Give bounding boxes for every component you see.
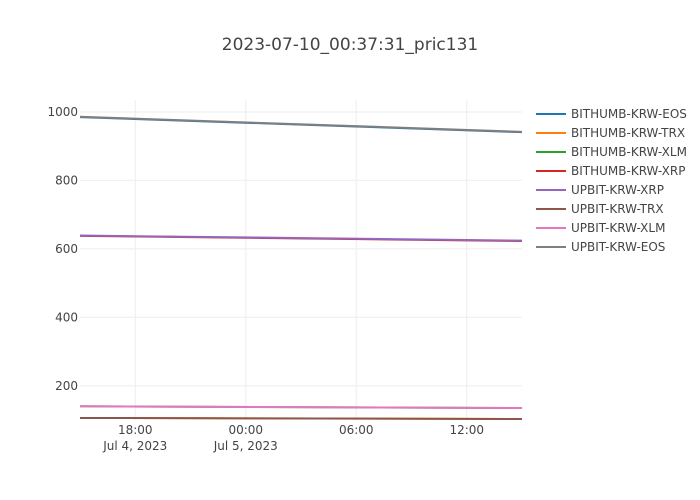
series-line-upbit-krw-eos[interactable] [79,115,523,133]
legend-label: UPBIT-KRW-XLM [571,221,665,235]
axes: 200 400 600 800 1000 18:00 Jul 4, 2023 00:00 Jul… [47,105,484,453]
grid [80,100,522,420]
legend-item[interactable]: BITHUMB-KRW-TRX [536,126,685,140]
legend-item[interactable]: UPBIT-KRW-TRX [536,202,664,216]
x-tick-date-label: Jul 4, 2023 [102,439,167,453]
legend-item[interactable]: UPBIT-KRW-XLM [536,221,665,235]
y-tick-label: 1000 [47,105,78,119]
legend-label: BITHUMB-KRW-XRP [571,164,685,178]
legend-item[interactable]: BITHUMB-KRW-EOS [536,107,687,121]
legend-label: UPBIT-KRW-TRX [571,202,664,216]
legend-item[interactable]: BITHUMB-KRW-XLM [536,145,687,159]
x-tick-label: 18:00 [118,423,153,437]
series-line-upbit-krw-trx[interactable] [79,416,523,420]
legend-item[interactable]: UPBIT-KRW-XRP [536,183,664,197]
legend-label: BITHUMB-KRW-TRX [571,126,685,140]
chart-title: 2023-07-10_00:37:31_pric131 [222,35,478,55]
x-tick-date-label: Jul 5, 2023 [213,439,278,453]
legend-label: UPBIT-KRW-XRP [571,183,664,197]
series-line-upbit-krw-xlm[interactable] [79,405,523,410]
y-tick-label: 600 [55,242,78,256]
x-tick-label: 06:00 [339,423,374,437]
legend-label: BITHUMB-KRW-EOS [571,107,687,121]
legend-item[interactable]: BITHUMB-KRW-XRP [536,164,685,178]
series-line-upbit-krw-xrp[interactable] [79,234,523,242]
y-tick-label: 400 [55,310,78,324]
legend-item[interactable]: UPBIT-KRW-EOS [536,240,665,254]
legend-label: UPBIT-KRW-EOS [571,240,665,254]
y-tick-label: 800 [55,173,78,187]
x-tick-label: 12:00 [449,423,484,437]
y-tick-label: 200 [55,379,78,393]
series-lines [79,115,523,420]
legend-label: BITHUMB-KRW-XLM [571,145,687,159]
legend[interactable]: BITHUMB-KRW-EOS BITHUMB-KRW-TRX BITHUMB-KR… [536,107,687,254]
x-tick-label: 00:00 [228,423,263,437]
